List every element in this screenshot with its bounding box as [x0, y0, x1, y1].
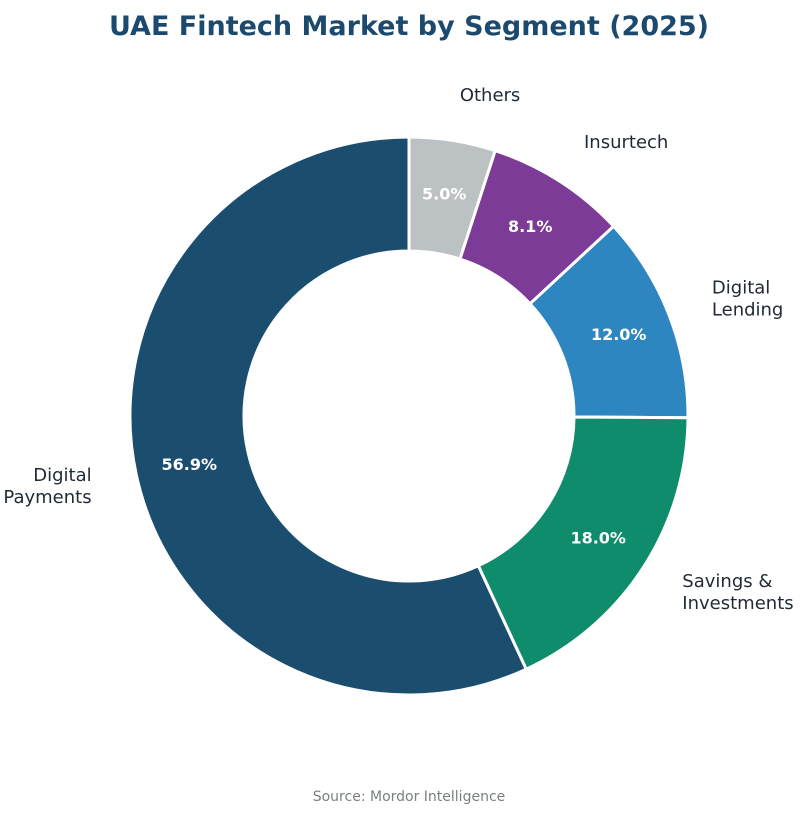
category-label-insurtech: Insurtech	[584, 132, 668, 153]
chart-title: UAE Fintech Market by Segment (2025)	[109, 11, 709, 42]
pct-label-savings-investments: 18.0%	[570, 528, 626, 547]
pct-label-digital-payments: 56.9%	[162, 455, 218, 474]
source-note: Source: Mordor Intelligence	[313, 789, 506, 805]
slice-digital-payments	[128, 135, 528, 697]
pct-label-others: 5.0%	[422, 184, 466, 203]
category-labels: Others Insurtech Digital Lending Savings & In…	[3, 85, 793, 614]
category-label-savings-investments: Savings & Investments	[682, 571, 793, 614]
category-label-digital-payments: Digital Payments	[3, 465, 91, 508]
category-label-others: Others	[460, 85, 520, 106]
percentage-labels: 5.0% 8.1% 12.0% 18.0% 56.9%	[162, 184, 647, 547]
slices-layer	[128, 135, 690, 697]
slice-savings-investments	[476, 415, 690, 671]
category-label-digital-lending: Digital Lending	[712, 277, 783, 320]
pct-label-digital-lending: 12.0%	[591, 325, 647, 344]
pct-label-insurtech: 8.1%	[508, 217, 552, 236]
